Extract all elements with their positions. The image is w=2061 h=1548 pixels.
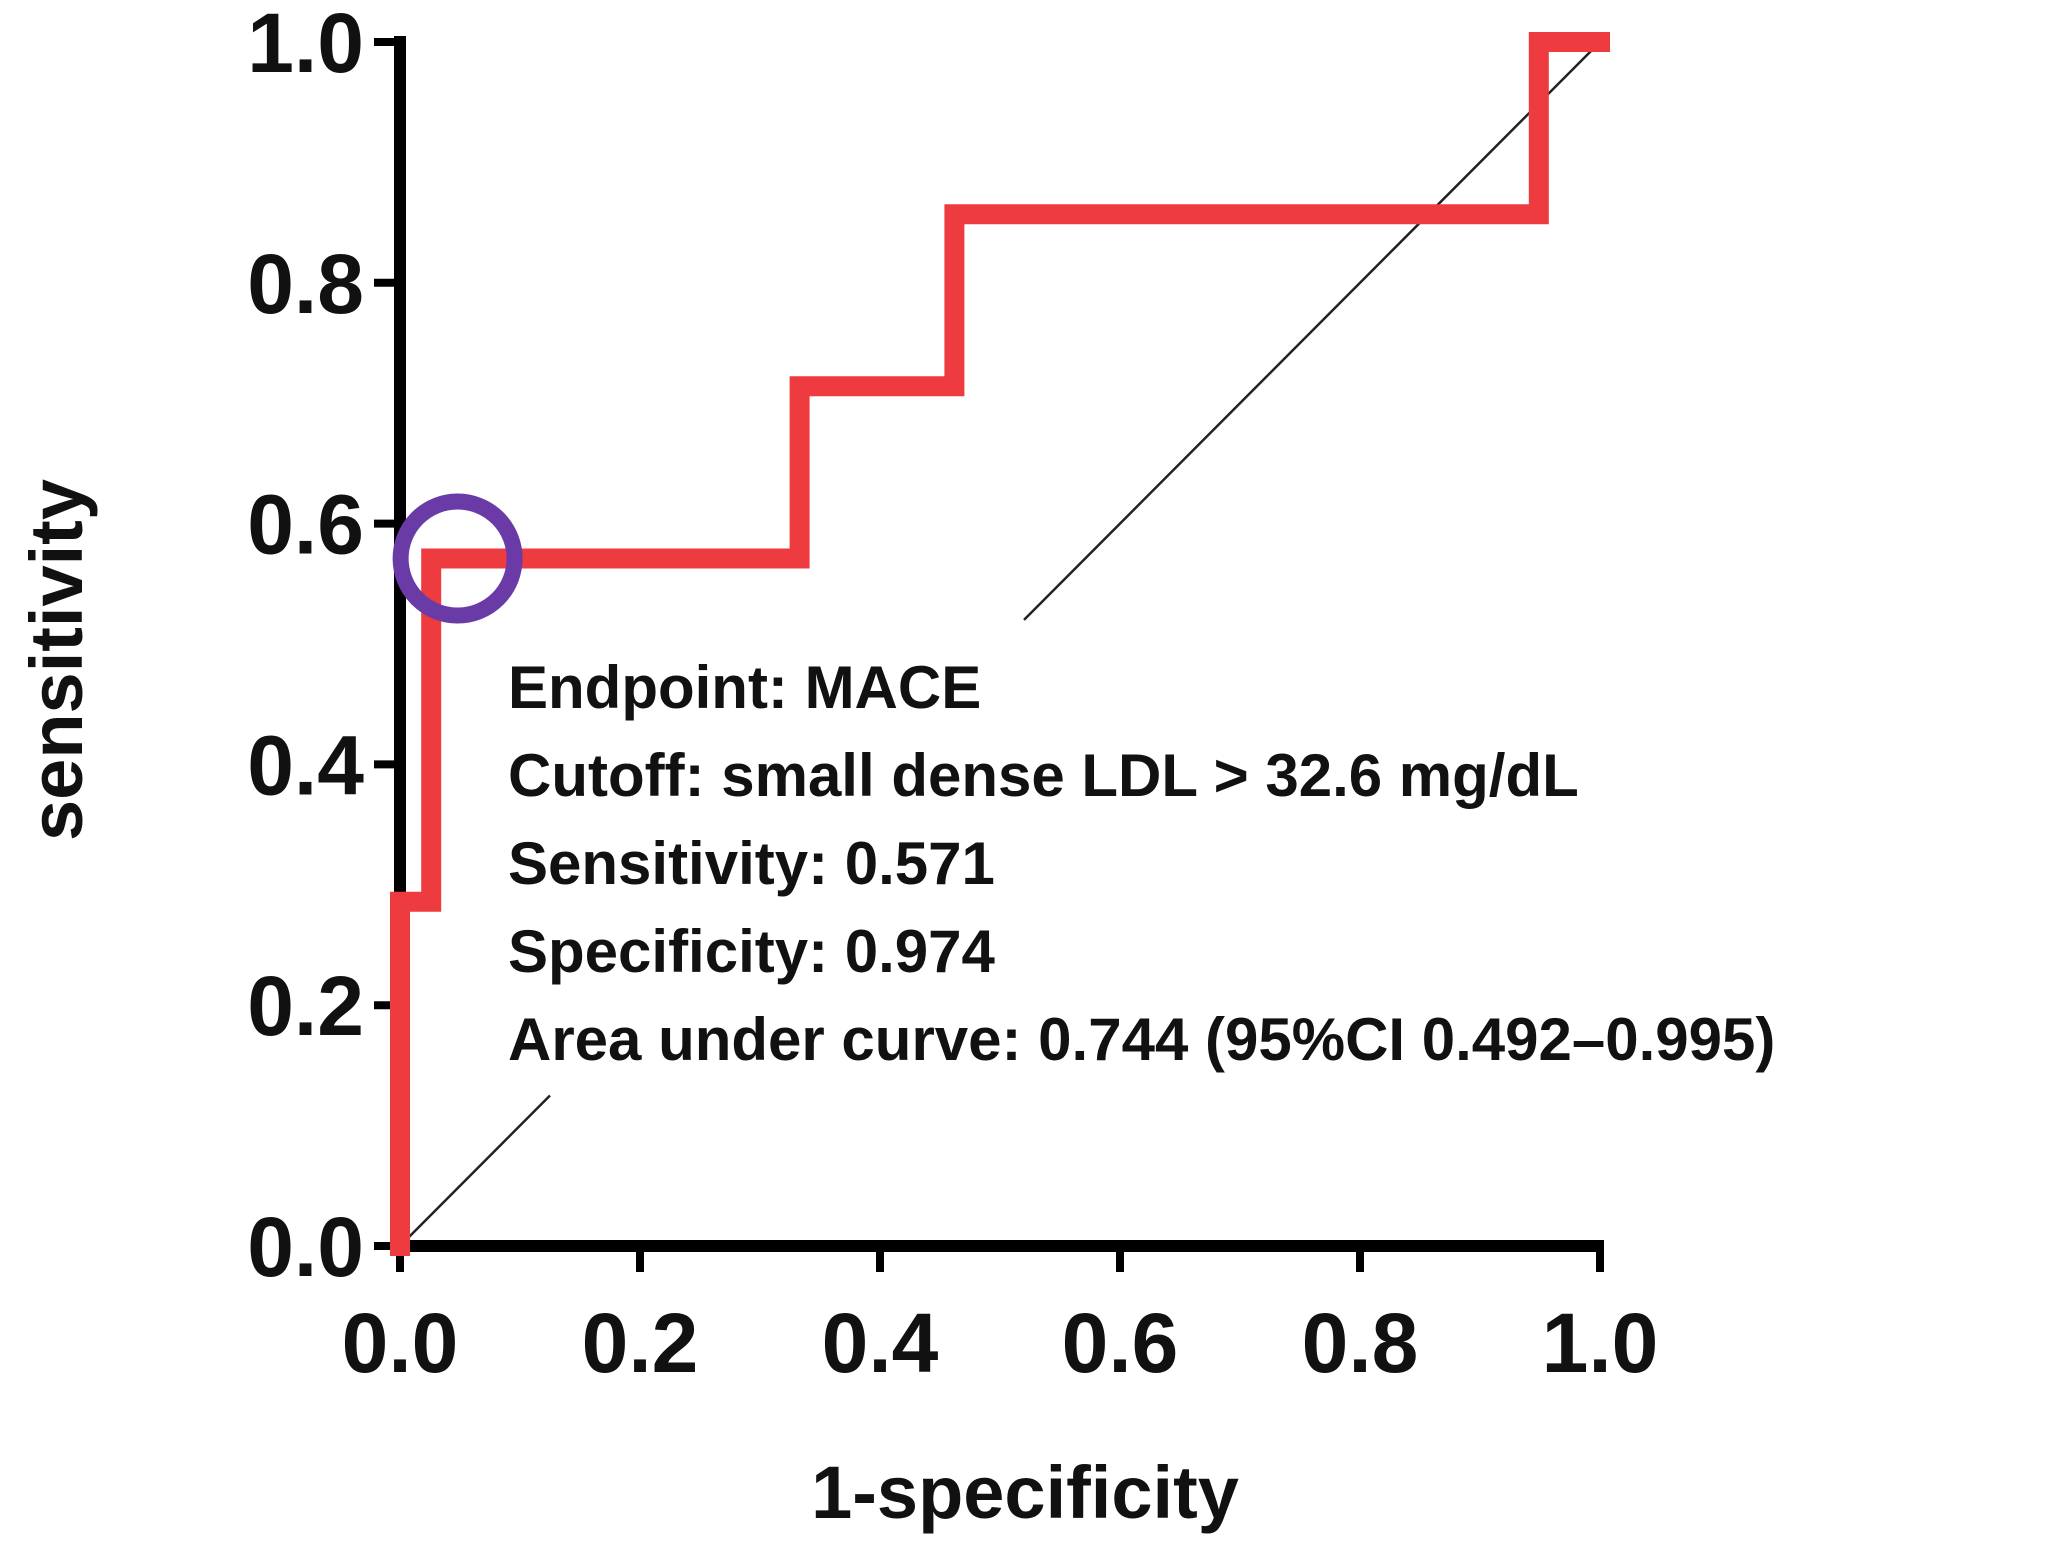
roc-curve: [390, 32, 1610, 1256]
reference-line: [399, 41, 1601, 1247]
annotation-auc: Area under curve: 0.744 (95%CI 0.492–0.9…: [508, 1006, 1775, 1073]
x-axis-ticks: 0.0 0.2 0.4 0.6 0.8 1.0: [342, 1246, 1659, 1390]
annotation-specificity: Specificity: 0.974: [508, 918, 996, 985]
cutoff-point-marker: [392, 493, 523, 624]
y-tick-label: 0.2: [247, 959, 364, 1053]
y-tick-label: 0.0: [247, 1200, 364, 1294]
annotation-cutoff: Cutoff: small dense LDL > 32.6 mg/dL: [508, 742, 1579, 809]
reference-line-segment: [399, 1094, 551, 1247]
x-tick-label: 0.2: [582, 1296, 699, 1390]
x-axis-title: 1-specificity: [811, 1451, 1239, 1534]
y-tick-label: 0.8: [247, 237, 364, 331]
x-tick-label: 0.6: [1062, 1296, 1179, 1390]
y-tick-label: 0.6: [247, 478, 364, 572]
x-tick-label: 0.0: [342, 1296, 459, 1390]
y-axis-title: sensitivity: [15, 479, 98, 841]
annotation-endpoint: Endpoint: MACE: [508, 654, 981, 721]
annotation-block: Endpoint: MACE Cutoff: small dense LDL >…: [508, 654, 1775, 1073]
x-tick-label: 1.0: [1542, 1296, 1659, 1390]
x-tick-label: 0.4: [822, 1296, 939, 1390]
reference-line-segment: [1023, 41, 1601, 621]
y-tick-label: 0.4: [247, 718, 364, 812]
y-tick-label: 1.0: [247, 0, 364, 90]
annotation-sensitivity: Sensitivity: 0.571: [508, 830, 995, 897]
y-axis-ticks: 0.0 0.2 0.4 0.6 0.8 1.0: [247, 0, 400, 1294]
x-tick-label: 0.8: [1302, 1296, 1419, 1390]
